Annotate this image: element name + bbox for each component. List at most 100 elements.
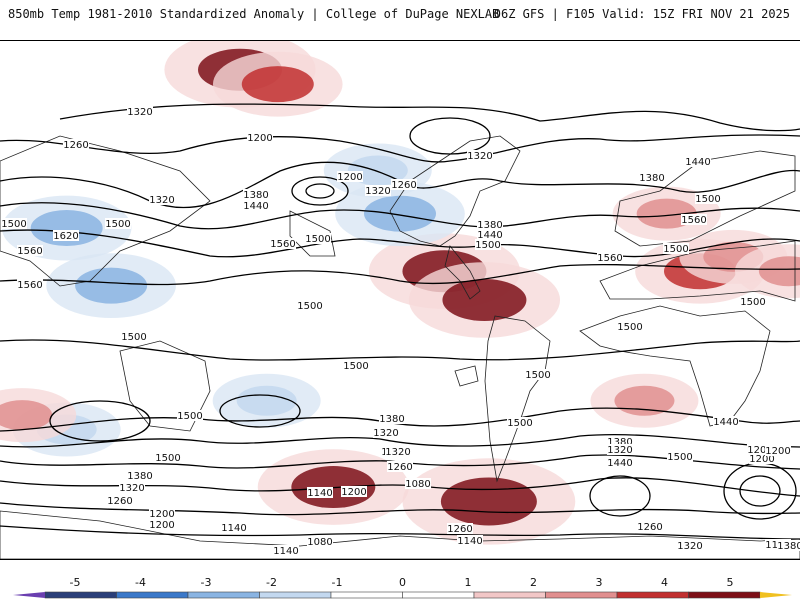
colorbar-bin	[187, 591, 260, 599]
contour-label-bg	[107, 495, 133, 506]
contour-label: 1380	[639, 173, 664, 184]
contour-label-bg	[667, 451, 693, 462]
contour-label-bg	[53, 230, 79, 241]
contour-label-bg	[149, 194, 175, 205]
contour-label-bg	[119, 482, 145, 493]
contour-label-bg	[405, 478, 431, 489]
contour-label: 1320	[467, 151, 492, 162]
contour-label-bg	[713, 416, 739, 427]
contour-label: 1440	[607, 458, 632, 469]
colorbar-bin	[44, 591, 117, 599]
colorbar-tick-label: 1	[465, 576, 472, 589]
contour-label-bg	[343, 360, 369, 371]
contour-label-bg	[127, 470, 153, 481]
contour-label: 1320	[119, 483, 144, 494]
contour-label-bg	[155, 452, 181, 463]
contour-label-bg	[243, 200, 269, 211]
contour-label-bg	[477, 229, 503, 240]
contour-label-bg	[270, 238, 296, 249]
contour-label-bg	[740, 296, 766, 307]
map-title: 850mb Temp 1981-2010 Standardized Anomal…	[8, 7, 500, 21]
contour-label: 1500	[525, 370, 550, 381]
contour-label: 1500	[507, 418, 532, 429]
contour-label-bg	[387, 461, 413, 472]
colorbar-bin	[330, 591, 403, 599]
contour-label-bg	[477, 219, 503, 230]
contour-label: 1320	[607, 445, 632, 456]
contour-label: 1200	[765, 446, 790, 457]
contour-label: 1500	[177, 411, 202, 422]
contour-label: 1200	[149, 509, 174, 520]
contour-label-bg	[447, 523, 473, 534]
contour-label-bg	[765, 445, 791, 456]
contour-label: 1260	[63, 140, 88, 151]
contour-label-bg	[637, 521, 663, 532]
contour-label: 1200	[747, 445, 772, 456]
contour-label-bg	[617, 321, 643, 332]
contour-label-bg	[341, 486, 367, 497]
map-panel: 1320 1260 1200 1200 1320 1260 1320 1380 1440 1500…	[0, 40, 800, 560]
contour-label-bg	[121, 331, 147, 342]
contour-label-bg	[639, 172, 665, 183]
contour-label-bg	[685, 156, 711, 167]
contour-label: 1200	[149, 520, 174, 531]
contour-label: 1320	[127, 107, 152, 118]
anomaly-core	[364, 195, 436, 232]
contour-label: 1080	[307, 537, 332, 548]
colorbar-tick-label: -3	[201, 576, 212, 589]
contour-label: 1080	[405, 479, 430, 490]
colorbar: -5 -4 -3 -2 -1 0 1 2 3 4 5	[13, 576, 792, 599]
contour-label-bg	[221, 522, 247, 533]
contour-label: 1500	[695, 194, 720, 205]
contour-label: 1320	[149, 195, 174, 206]
contour-label: 1380	[243, 190, 268, 201]
contour-label: 1500	[297, 301, 322, 312]
colorbar-tick-label: -1	[332, 576, 343, 589]
contour-label: 1260	[391, 180, 416, 191]
contour-label: 1500	[121, 332, 146, 343]
contour-label: 1500	[1, 219, 26, 230]
contour-label-bg	[1, 218, 27, 229]
colorbar-tick-label: 4	[661, 576, 668, 589]
contour-label-bg	[243, 189, 269, 200]
model-valid-time: 06Z GFS | F105 Valid: 15Z FRI NOV 21 202…	[493, 7, 790, 21]
contour-label-bg	[663, 243, 689, 254]
colorbar-tick-label: 0	[399, 576, 406, 589]
height-contours	[0, 103, 800, 540]
colorbar-bin	[259, 591, 332, 599]
anomaly-core	[236, 385, 297, 416]
contour-label: 1560	[597, 253, 622, 264]
contour-label-bg	[597, 252, 623, 263]
contour-label: 1440	[477, 230, 502, 241]
contour-label-bg	[373, 427, 399, 438]
contour-label: 1140	[273, 546, 298, 557]
contour-label-bg	[127, 106, 153, 117]
contour-label: 1500	[305, 234, 330, 245]
contour-label-bg	[695, 193, 721, 204]
contour-label: 1500	[475, 240, 500, 251]
contour-label: 1320	[373, 428, 398, 439]
anomaly-core	[440, 477, 537, 526]
contour-label-bg	[749, 453, 775, 464]
contour-label: 1200	[247, 133, 272, 144]
contour-label: 1620	[53, 231, 78, 242]
colorbar-tick-label: 3	[596, 576, 603, 589]
anomaly-core	[241, 66, 314, 103]
colorbar-bin	[616, 591, 689, 599]
contour-label-bg	[475, 239, 501, 250]
colorbar-bin	[116, 591, 189, 599]
contour-label: 1560	[681, 215, 706, 226]
contour-label: 1200	[749, 454, 774, 465]
anomaly-core	[30, 210, 103, 247]
contour-label-bg	[297, 300, 323, 311]
contour-label-bg	[379, 413, 405, 424]
colorbar-bin	[473, 591, 546, 599]
contour-label-bg	[177, 410, 203, 421]
contour-label: 1260	[637, 522, 662, 533]
contour-label: 1200	[341, 487, 366, 498]
colorbar-high-arrow	[760, 592, 792, 598]
contour-label-bg	[63, 139, 89, 150]
contour-label: 1440	[243, 201, 268, 212]
contour-label-bg	[307, 487, 333, 498]
contour-label-bg	[149, 508, 175, 519]
